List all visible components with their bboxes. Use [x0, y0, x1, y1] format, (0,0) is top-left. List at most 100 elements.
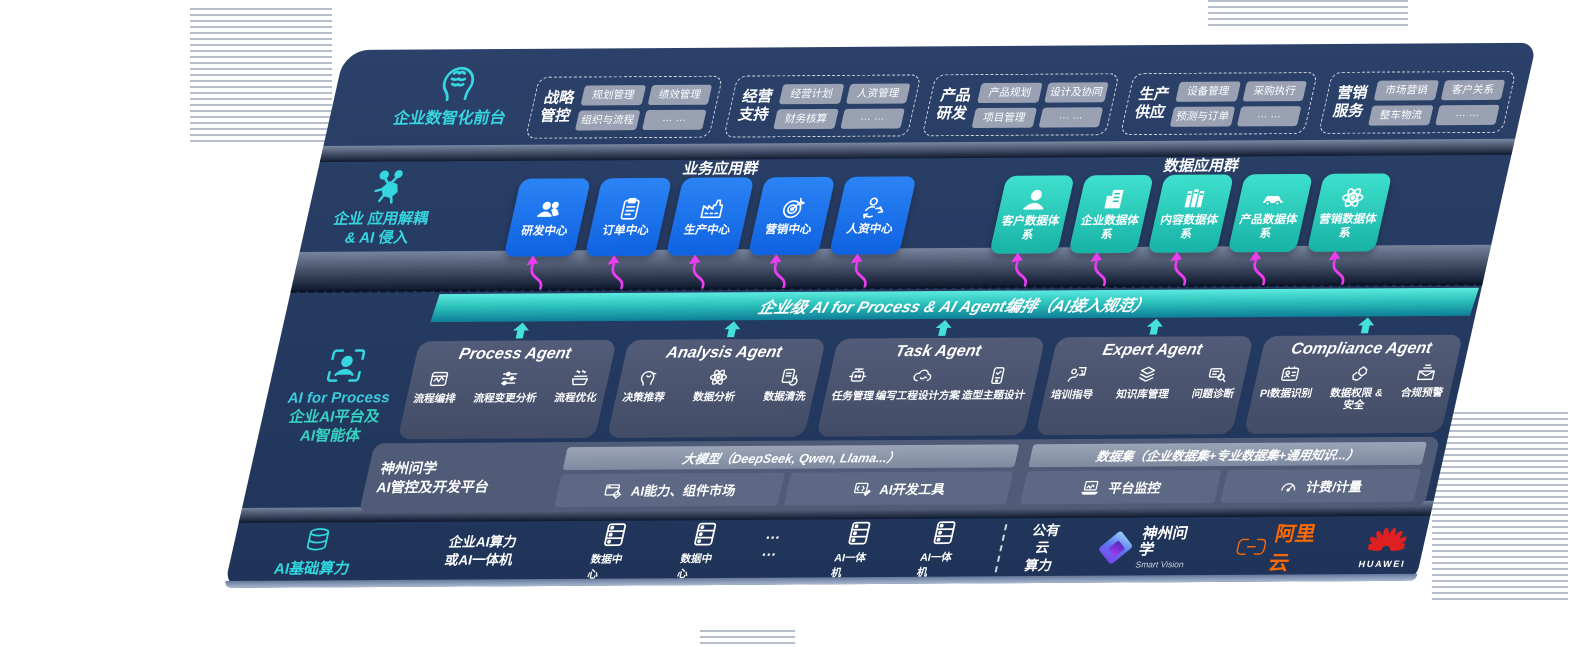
category-item: 人资管理	[845, 82, 911, 104]
brain-icon	[372, 61, 542, 106]
sliders-icon	[496, 367, 523, 389]
decor-stripes-top-right	[1208, 0, 1408, 26]
billing-cell: 计费/计量	[1219, 468, 1421, 504]
app-box-production-center: 生产中心	[666, 177, 755, 256]
head-idea-icon	[635, 367, 662, 389]
node-label: 数据中心	[586, 553, 624, 581]
category-item: 项目管理	[971, 107, 1037, 128]
dataset-bar: 数据集（企业数据集+专业数据集+通用知识...）	[1028, 441, 1427, 468]
car-icon	[1258, 185, 1290, 211]
factory-icon	[696, 195, 728, 221]
magenta-arrow	[607, 255, 624, 290]
agent-card-compliance: Compliance Agent PI数据识别 数据权限 & 安全 合规预警	[1243, 334, 1464, 434]
doc-refresh-icon	[776, 366, 803, 388]
category-item: 采购执行	[1242, 80, 1308, 101]
category-item-more: … …	[840, 107, 905, 129]
front-office-categories: 战略管控 规划管理 绩效管理 组织与流程 … … 经营支持 经营计划 人资管理 …	[525, 70, 1517, 139]
user-icon	[1020, 186, 1052, 212]
category-item: 客户关系	[1440, 79, 1506, 100]
decouple-label-block: 企业 应用解耦 & AI 侵入	[308, 167, 458, 248]
magenta-arrow	[1170, 251, 1187, 286]
model-bar: 大模型（DeepSeek, Qwen, Llama...）	[562, 444, 1020, 471]
teal-up-arrow	[935, 319, 952, 336]
shenzhou-logo: 神州问学 Smart Vision	[1098, 525, 1198, 570]
ai-market-cell: AI能力、组件市场	[554, 472, 785, 508]
molecule-icon	[317, 167, 458, 208]
building-icon	[1099, 186, 1131, 212]
agent-item: 任务管理	[830, 390, 876, 403]
id-card-icon	[1277, 363, 1304, 385]
billing-label: 计费/计量	[1304, 479, 1364, 495]
magenta-arrow	[769, 254, 786, 289]
app-box-label: 研发中心	[520, 224, 569, 238]
category-marketing-service: 营销服务 市场营销 客户关系 整车物流 … …	[1318, 70, 1517, 134]
category-item: 预测与订单	[1170, 105, 1236, 127]
scan-person-icon	[275, 345, 416, 386]
magenta-arrow	[688, 254, 705, 289]
agent-item: 数据分析	[691, 391, 737, 404]
magenta-arrow	[850, 253, 867, 288]
category-item: 产品规划	[977, 82, 1043, 103]
agent-item: 决策推荐	[621, 391, 666, 404]
server-icon	[688, 520, 722, 548]
agent-cards: Process Agent 流程编排 流程变更分析 流程优化 Analysis …	[397, 334, 1464, 440]
data-box-label: 客户数据体系	[1000, 215, 1061, 242]
platform-monitor-label: 平台监控	[1106, 480, 1163, 496]
shenzhou-subtitle: Smart Vision	[1134, 558, 1186, 569]
magenta-arrow	[526, 255, 543, 290]
decouple-label-line1: 企业 应用解耦	[331, 210, 431, 228]
huawei-name: HUAWEI	[1357, 558, 1407, 569]
teal-up-arrow	[1146, 318, 1163, 335]
data-app-boxes: 客户数据体系 企业数据体系 内容数据体系 产品数据体系 营销数据体系	[989, 173, 1393, 254]
cloud-label-line1: 公有云	[1031, 522, 1062, 556]
banner-text: 企业级 AI for Process & AI Agent编排（AI接入规范）	[755, 297, 1152, 318]
infra-row: AI基础算力 企业AI算力 或AI一体机 数据中心 数据中心 … … AI一体机	[259, 517, 1416, 582]
server-icon	[928, 518, 962, 546]
ai-devtools-cell: AI开发工具	[783, 471, 1014, 506]
aliyun-logo: 阿里云	[1228, 517, 1329, 576]
category-item: 规划管理	[580, 84, 646, 105]
cloud-label-line2: 算力	[1023, 557, 1054, 573]
data-box-enterprise: 企业数据体系	[1068, 174, 1155, 254]
layers-icon	[1133, 364, 1160, 386]
category-production-supply: 生产供应 设备管理 采购执行 预测与订单 … …	[1119, 72, 1319, 136]
agent-card-analysis: Analysis Agent 决策推荐 数据分析 数据清洗	[606, 338, 826, 438]
front-office-label-block: 企业数智化前台	[367, 61, 543, 130]
category-strategy: 战略管控 规划管理 绩效管理 组织与流程 … …	[525, 75, 724, 139]
data-box-customer: 客户数据体系	[989, 175, 1076, 254]
data-box-content: 内容数据体系	[1147, 174, 1234, 253]
platform-model-group: 大模型（DeepSeek, Qwen, Llama...） AI能力、组件市场 …	[554, 444, 1020, 508]
alert-tray-icon	[1413, 362, 1440, 384]
trainer-icon	[1063, 364, 1090, 386]
category-name: 产品研发	[934, 87, 973, 123]
teal-up-arrow	[724, 321, 741, 338]
datacenter-node: 数据中心	[676, 520, 727, 581]
dashed-divider	[994, 524, 1008, 573]
ai-market-label: AI能力、组件市场	[629, 483, 738, 499]
devtools-window-icon	[850, 479, 875, 499]
node-label: 数据中心	[675, 552, 714, 580]
server-icon	[598, 520, 632, 548]
ai-platform-label-line3: AI智能体	[298, 426, 363, 445]
app-box-rd-center: 研发中心	[503, 178, 592, 257]
robot-grid-icon	[844, 365, 871, 387]
node-label: AI一体机	[915, 551, 954, 579]
app-box-label: 生产中心	[682, 223, 732, 237]
aliyun-brackets-icon	[1232, 536, 1271, 558]
linked-shapes-icon	[1347, 362, 1374, 384]
ai-devtools-label: AI开发工具	[878, 481, 947, 498]
category-item: 绩效管理	[647, 84, 713, 105]
magenta-arrow	[1249, 251, 1266, 286]
agent-item: 知识库管理	[1114, 388, 1171, 401]
target-icon	[777, 195, 809, 221]
decor-stripes-right	[1432, 412, 1568, 602]
ellipsis-dots: … …	[760, 525, 785, 560]
app-box-label: 营销中心	[763, 223, 813, 236]
public-cloud-label: 公有云 算力	[1018, 522, 1066, 575]
magenta-arrow	[1328, 250, 1345, 285]
app-box-order-center: 订单中心	[584, 177, 673, 257]
ai-orchestration-banner: 企业级 AI for Process & AI Agent编排（AI接入规范）	[430, 287, 1480, 323]
platform-label-line1: 神州问学	[379, 459, 439, 477]
data-box-label: 营销数据体系	[1317, 213, 1379, 240]
ai-appliance-node: AI一体机	[830, 519, 881, 580]
